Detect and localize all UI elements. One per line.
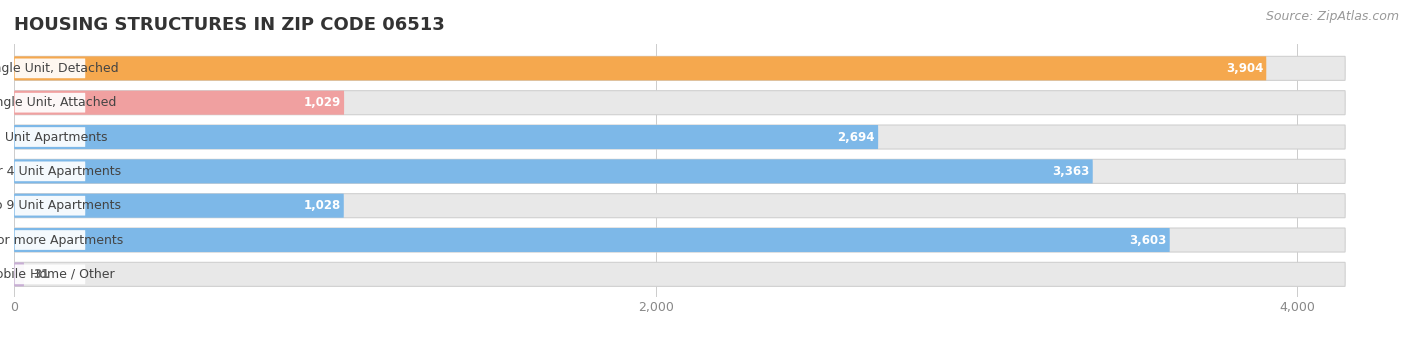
- FancyBboxPatch shape: [14, 125, 1346, 149]
- FancyBboxPatch shape: [14, 91, 1346, 115]
- Text: HOUSING STRUCTURES IN ZIP CODE 06513: HOUSING STRUCTURES IN ZIP CODE 06513: [14, 16, 444, 34]
- Text: 3,363: 3,363: [1052, 165, 1090, 178]
- FancyBboxPatch shape: [14, 91, 344, 115]
- Text: 3,904: 3,904: [1226, 62, 1263, 75]
- FancyBboxPatch shape: [14, 159, 1346, 183]
- FancyBboxPatch shape: [14, 228, 1170, 252]
- FancyBboxPatch shape: [14, 125, 879, 149]
- FancyBboxPatch shape: [14, 194, 344, 218]
- FancyBboxPatch shape: [14, 230, 86, 250]
- Text: 1,029: 1,029: [304, 96, 340, 109]
- Text: 3,603: 3,603: [1129, 234, 1167, 247]
- FancyBboxPatch shape: [14, 59, 86, 78]
- Text: 3 or 4 Unit Apartments: 3 or 4 Unit Apartments: [0, 165, 121, 178]
- FancyBboxPatch shape: [14, 159, 1092, 183]
- Text: 5 to 9 Unit Apartments: 5 to 9 Unit Apartments: [0, 199, 121, 212]
- FancyBboxPatch shape: [14, 228, 1346, 252]
- FancyBboxPatch shape: [14, 194, 1346, 218]
- FancyBboxPatch shape: [14, 196, 86, 216]
- FancyBboxPatch shape: [14, 262, 24, 286]
- FancyBboxPatch shape: [14, 265, 86, 284]
- FancyBboxPatch shape: [14, 262, 1346, 286]
- FancyBboxPatch shape: [14, 56, 1267, 80]
- Text: 31: 31: [34, 268, 49, 281]
- Text: Single Unit, Detached: Single Unit, Detached: [0, 62, 118, 75]
- FancyBboxPatch shape: [14, 127, 86, 147]
- Text: Single Unit, Attached: Single Unit, Attached: [0, 96, 117, 109]
- Text: 10 or more Apartments: 10 or more Apartments: [0, 234, 124, 247]
- Text: Mobile Home / Other: Mobile Home / Other: [0, 268, 115, 281]
- Text: 2,694: 2,694: [838, 131, 875, 144]
- Text: 2 Unit Apartments: 2 Unit Apartments: [0, 131, 107, 144]
- FancyBboxPatch shape: [14, 56, 1346, 80]
- FancyBboxPatch shape: [14, 93, 86, 113]
- Text: Source: ZipAtlas.com: Source: ZipAtlas.com: [1265, 10, 1399, 23]
- Text: 1,028: 1,028: [304, 199, 340, 212]
- FancyBboxPatch shape: [14, 162, 86, 181]
